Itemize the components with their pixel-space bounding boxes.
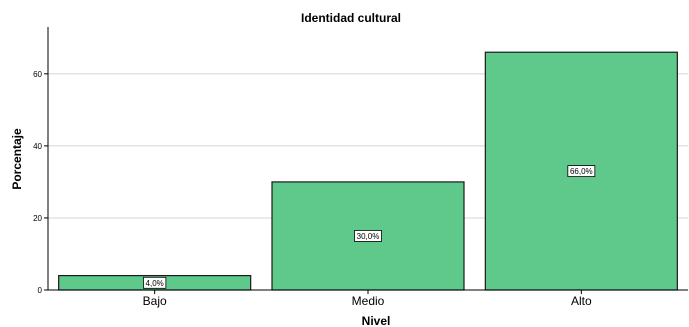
y-tick-label: 20 xyxy=(33,214,42,223)
data-label-box xyxy=(143,276,167,289)
data-label-box xyxy=(567,165,596,178)
y-tick-label: 40 xyxy=(33,142,42,151)
data-label-bajo: 4,0% xyxy=(146,279,164,288)
data-labels: 4,0% 30,0% 66,0% xyxy=(143,165,596,289)
x-tick-label-bajo: Bajo xyxy=(143,294,167,308)
y-tick-label: 0 xyxy=(38,286,43,295)
data-label-box xyxy=(354,230,382,242)
data-label-alto: 66,0% xyxy=(570,167,593,176)
x-axis-ticks: Bajo Medio Alto xyxy=(143,290,592,308)
data-label-medio: 30,0% xyxy=(357,232,380,241)
x-tick-label-medio: Medio xyxy=(352,294,385,308)
chart-title: Identidad cultural xyxy=(301,11,401,25)
x-tick-label-alto: Alto xyxy=(571,294,592,308)
y-tick-label: 60 xyxy=(33,70,42,79)
y-axis-ticks: 0 20 40 60 xyxy=(33,70,48,295)
x-axis-label: Nivel xyxy=(362,314,391,327)
y-axis-label: Porcentaje xyxy=(10,128,24,190)
